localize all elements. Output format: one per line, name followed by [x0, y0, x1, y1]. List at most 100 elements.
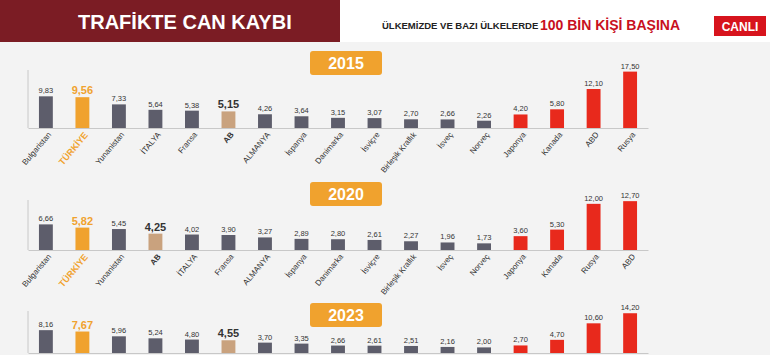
bar: [331, 346, 345, 353]
bar: [514, 236, 528, 250]
live-badge-box: [714, 16, 766, 36]
x-tick-label: Bulgaristan: [21, 130, 54, 166]
x-tick: Kanada: [540, 250, 565, 279]
x-tick: Norveç: [468, 128, 491, 156]
x-tick: Rusya: [616, 128, 638, 154]
x-tick-label: AB: [221, 130, 235, 145]
x-tick: Japonya: [501, 250, 528, 281]
bar: [112, 229, 126, 250]
data-label: 1,73: [477, 233, 492, 242]
header: TRAFİKTE CAN KAYBI ÜLKEMİZDE VE BAZI ÜLKE…: [0, 0, 770, 42]
data-label: 5,45: [112, 219, 127, 228]
bar: [222, 235, 236, 250]
x-tick: Danimarka: [313, 250, 345, 288]
bar: [295, 116, 309, 128]
x-tick-label: İsviçre: [360, 252, 382, 276]
bar: [550, 340, 564, 353]
subtitle: ÜLKEMİZDE VE BAZI ÜLKELERDE: [382, 20, 538, 31]
x-tick: Japonya: [501, 128, 528, 159]
data-label: 4,55: [218, 327, 239, 339]
data-label: 7,67: [72, 319, 93, 331]
bar: [331, 239, 345, 250]
x-tick-label: İspanya: [284, 130, 309, 158]
data-label: 4,26: [258, 104, 273, 113]
data-label: 5,64: [148, 100, 163, 109]
data-label: 2,89: [294, 229, 309, 238]
bar: [368, 346, 382, 353]
data-label: 2,66: [331, 336, 346, 345]
x-tick-label: ABD: [620, 252, 638, 271]
x-tick: İTALYA: [176, 250, 200, 278]
x-tick-label: ALMANYA: [241, 130, 273, 165]
bar: [404, 241, 418, 250]
data-label: 4,20: [513, 104, 528, 113]
chart-title: 2015: [328, 55, 364, 72]
x-tick: Bulgaristan: [21, 128, 54, 167]
bar: [368, 118, 382, 128]
bar: [222, 340, 236, 353]
data-label: 3,35: [294, 334, 309, 343]
x-tick: ALMANYA: [241, 128, 273, 165]
bar: [148, 234, 162, 250]
x-tick-label: ALMANYA: [241, 252, 273, 287]
data-label: 3,27: [258, 227, 273, 236]
data-label: 3,07: [367, 108, 382, 117]
x-tick-label: Birleşik Krallık: [379, 252, 419, 297]
bar: [404, 119, 418, 128]
data-label: 3,64: [294, 106, 309, 115]
x-tick: Norveç: [468, 250, 491, 278]
bar: [295, 344, 309, 353]
chart-2015: 2015BulgaristanTÜRKİYEYunanistanİTALYAFr…: [21, 51, 649, 175]
chart-title: 2023: [328, 307, 364, 324]
data-label: 4,02: [185, 225, 200, 234]
x-tick-label: TÜRKİYE: [57, 252, 90, 289]
x-axis-line: [29, 128, 649, 129]
x-tick-label: Kanada: [540, 252, 565, 279]
x-tick-label: Fransa: [176, 130, 199, 155]
x-tick-label: Danimarka: [313, 130, 345, 166]
bar: [331, 118, 345, 128]
chart-title: 2020: [328, 186, 364, 203]
bar: [75, 228, 89, 250]
x-tick: İsveç: [436, 250, 455, 272]
y-axis-line: [28, 311, 29, 353]
x-tick-label: Kanada: [540, 130, 565, 157]
chart-2020: 2020BulgaristanTÜRKİYEYunanistanABİTALYA…: [21, 182, 649, 297]
bar: [112, 104, 126, 128]
data-label: 2,61: [367, 230, 382, 239]
bar: [185, 111, 199, 128]
data-label: 2,80: [331, 229, 346, 238]
data-label: 4,70: [550, 330, 565, 339]
bar: [368, 240, 382, 250]
x-tick: Bulgaristan: [21, 250, 54, 289]
bar: [441, 242, 455, 250]
x-tick-label: Japonya: [501, 252, 528, 281]
x-tick: ALMANYA: [241, 250, 273, 287]
x-tick-label: Norveç: [468, 130, 491, 155]
data-label: 5,24: [148, 328, 163, 337]
data-label: 5,82: [72, 215, 93, 227]
x-tick: İsviçre: [360, 250, 382, 276]
data-labels: 6,665,825,454,254,023,903,272,892,802,61…: [39, 191, 640, 242]
bar: [587, 204, 601, 250]
data-label: 14,20: [621, 303, 640, 312]
x-tick-label: Birleşik Krallık: [379, 130, 419, 175]
bar: [112, 336, 126, 353]
x-tick-label: Norveç: [468, 252, 491, 277]
x-axis-line: [29, 353, 649, 354]
x-tick: TÜRKİYE: [57, 128, 90, 167]
data-label: 2,26: [477, 111, 492, 120]
data-label: 2,16: [440, 337, 455, 346]
data-label: 5,30: [550, 220, 565, 229]
x-axis-line: [29, 250, 649, 251]
bar: [477, 121, 491, 128]
bar: [587, 89, 601, 128]
bar: [441, 119, 455, 128]
title: TRAFİKTE CAN KAYBI: [78, 11, 292, 33]
bar: [477, 243, 491, 250]
bar: [550, 230, 564, 250]
x-tick-label: Bulgaristan: [21, 252, 54, 288]
data-label: 12,10: [584, 79, 603, 88]
bar: [295, 239, 309, 250]
data-labels: 9,839,567,335,645,385,154,263,643,153,07…: [39, 62, 640, 120]
